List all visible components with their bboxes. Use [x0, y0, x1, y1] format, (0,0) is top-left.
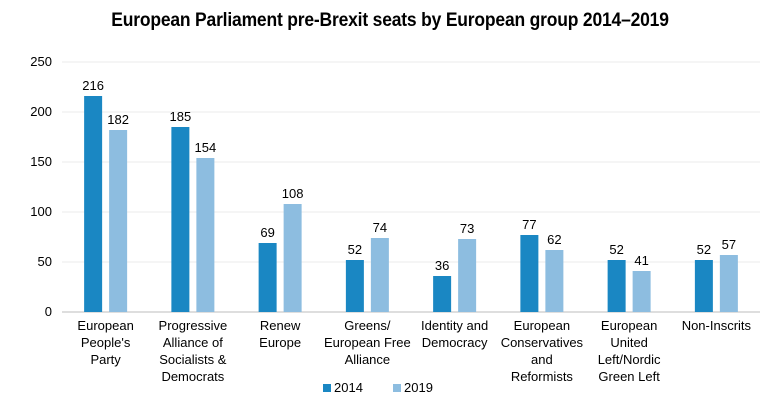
x-tick-label: Conservatives: [501, 335, 584, 350]
data-label: 62: [547, 232, 561, 247]
data-label: 216: [82, 78, 104, 93]
x-tick-label: Renew: [260, 318, 301, 333]
data-label: 57: [722, 237, 736, 252]
x-tick-label: Green Left: [598, 369, 660, 384]
gridlines: [62, 61, 760, 313]
x-tick-label: Democrats: [161, 369, 224, 384]
y-tick-label: 150: [30, 154, 52, 169]
bar-2014: [345, 260, 364, 312]
data-label: 182: [107, 112, 129, 127]
x-tick-label: European: [601, 318, 657, 333]
bar-2019: [370, 238, 389, 312]
x-tick-label: People's: [81, 335, 131, 350]
bar-2019: [196, 158, 215, 312]
x-tick-label: Alliance of: [163, 335, 223, 350]
x-tick-label: Socialists &: [159, 352, 227, 367]
x-tick-label: and: [531, 352, 553, 367]
legend-label: 2014: [334, 380, 363, 395]
data-label: 41: [634, 253, 648, 268]
bar-2014: [520, 235, 539, 312]
bar-2014: [433, 276, 452, 312]
legend-swatch: [393, 384, 401, 392]
data-label: 52: [609, 242, 623, 257]
x-tick-label: Party: [90, 352, 121, 367]
data-label: 185: [170, 109, 192, 124]
data-label: 154: [195, 140, 217, 155]
legend: 2014 2019: [323, 380, 433, 395]
x-tick-label: European: [514, 318, 570, 333]
data-label: 108: [282, 186, 304, 201]
data-label: 69: [260, 225, 274, 240]
data-labels: 216 182 185 154 69 108 52 74 36 73 77 62 52 41 52 57: [82, 78, 736, 273]
x-tick-label: Democracy: [422, 335, 488, 350]
x-tick-label: Alliance: [345, 352, 391, 367]
bar-2014: [607, 260, 626, 312]
data-label: 73: [460, 221, 474, 236]
x-tick-label: Greens/: [344, 318, 391, 333]
data-label: 77: [522, 217, 536, 232]
bar-2019: [545, 250, 564, 312]
y-tick-label: 0: [45, 304, 52, 319]
x-tick-label: European: [77, 318, 133, 333]
bar-2019: [109, 130, 128, 312]
x-tick-label: Reformists: [511, 369, 574, 384]
x-tick-label: Identity and: [421, 318, 488, 333]
y-tick-label: 100: [30, 204, 52, 219]
data-label: 52: [697, 242, 711, 257]
y-tick-label: 50: [38, 254, 52, 269]
bar-2014: [694, 260, 713, 312]
bar-2019: [719, 255, 738, 312]
x-axis: European People's Party Progressive Alliance…: [77, 318, 751, 384]
data-label: 52: [348, 242, 362, 257]
bar-2019: [632, 271, 651, 312]
bar-2014: [84, 96, 103, 312]
x-tick-label: Left/Nordic: [598, 352, 661, 367]
legend-label: 2019: [404, 380, 433, 395]
bar-2014: [171, 127, 190, 312]
chart-title: European Parliament pre-Brexit seats by …: [111, 10, 669, 31]
bar-2014: [258, 243, 277, 312]
bar-2019: [458, 239, 477, 312]
data-label: 36: [435, 258, 449, 273]
y-tick-label: 200: [30, 104, 52, 119]
bar-2019: [283, 204, 302, 312]
legend-swatch: [323, 384, 331, 392]
y-tick-label: 250: [30, 54, 52, 69]
bars: [84, 96, 738, 312]
x-tick-label: Non-Inscrits: [682, 318, 752, 333]
y-axis: 0 50 100 150 200 250: [30, 54, 52, 319]
x-tick-label: Europe: [259, 335, 301, 350]
x-tick-label: European Free: [324, 335, 411, 350]
x-tick-label: Progressive: [159, 318, 228, 333]
x-tick-label: United: [610, 335, 648, 350]
data-label: 74: [373, 220, 387, 235]
